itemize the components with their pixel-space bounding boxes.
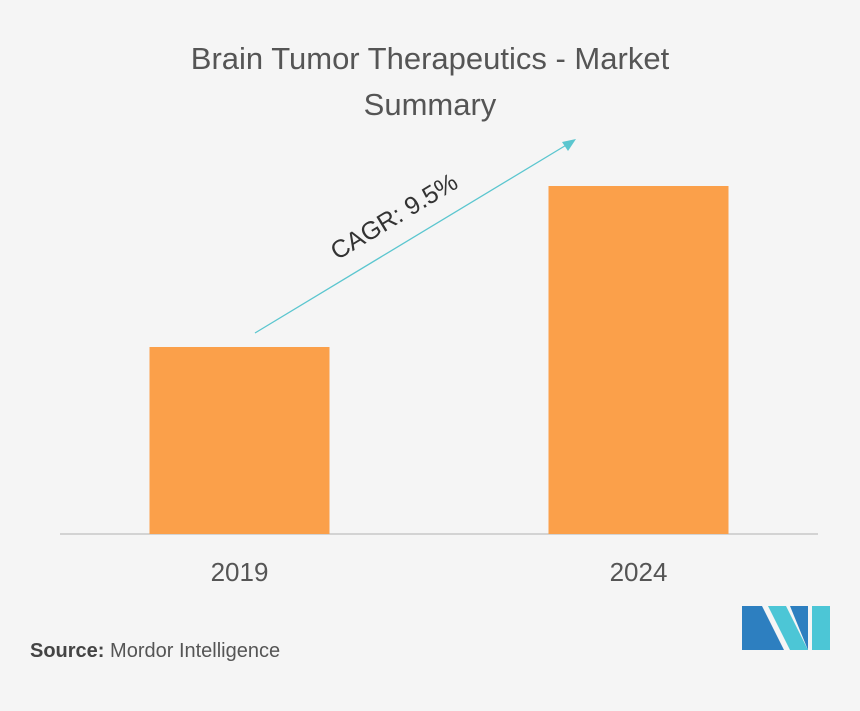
logo-part — [742, 606, 784, 650]
logo — [742, 606, 830, 650]
logo-part — [768, 606, 808, 650]
logo-part — [790, 606, 808, 650]
logo-part — [812, 606, 830, 650]
x-tick-label: 2019 — [211, 557, 269, 587]
bar — [149, 347, 330, 534]
chart-title: Brain Tumor Therapeutics - Market Summar… — [190, 41, 670, 122]
cagr-arrow — [254, 143, 569, 334]
source: Source: Mordor Intelligence — [30, 640, 280, 663]
source-label: Source: — [30, 640, 105, 662]
cagr-label: CAGR: 9.5% — [326, 168, 463, 266]
bar — [548, 186, 729, 534]
arrow-head — [562, 139, 576, 151]
x-tick-label: 2024 — [610, 557, 668, 587]
source-name: Mordor Intelligence — [110, 640, 281, 662]
